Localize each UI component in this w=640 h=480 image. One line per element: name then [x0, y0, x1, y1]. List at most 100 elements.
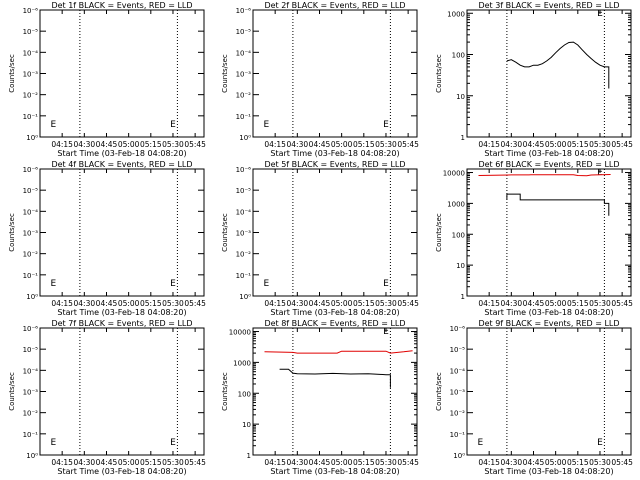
x-tick-label: 04:30 — [74, 140, 96, 149]
x-tick-label: 04:15 — [51, 458, 73, 467]
event-marker: E — [477, 438, 483, 448]
x-tick-label: 05:45 — [611, 140, 633, 149]
x-tick-label: 05:30 — [375, 140, 397, 149]
x-axis-label: Start Time (03-Feb-18 04:08:20) — [57, 149, 186, 158]
y-tick-label: 100 — [452, 52, 465, 60]
y-tick-label: 10⁻⁶ — [23, 166, 39, 174]
plot-frame — [466, 327, 632, 456]
x-tick-label: 05:00 — [331, 299, 353, 308]
y-tick-label: 10000 — [443, 170, 465, 178]
series-line — [264, 350, 413, 354]
x-tick-label: 05:45 — [397, 140, 419, 149]
y-tick-label: 10⁻⁵ — [236, 187, 252, 195]
x-axis-label: Start Time (03-Feb-18 04:08:20) — [57, 308, 186, 317]
y-tick-label: 10⁻² — [236, 92, 252, 100]
y-axis-label: Counts/sec — [8, 372, 16, 411]
y-tick-label: 10⁻⁵ — [236, 28, 252, 36]
y-tick-label: 10⁰ — [26, 452, 38, 460]
y-tick-label: 10⁻⁶ — [236, 7, 252, 15]
plot-frame — [466, 168, 632, 297]
x-tick-label: 04:30 — [287, 458, 309, 467]
x-axis-label: Start Time (03-Feb-18 04:08:20) — [270, 308, 399, 317]
x-tick-label: 04:30 — [501, 140, 523, 149]
x-tick-label: 05:30 — [162, 299, 184, 308]
x-tick-label: 05:45 — [184, 458, 206, 467]
x-tick-label: 05:30 — [375, 299, 397, 308]
x-tick-label: 05:00 — [118, 140, 140, 149]
x-tick-label: 05:30 — [162, 140, 184, 149]
chart-panel-7: Det 7f BLACK = Events, RED = LLD 04:15 04:… — [8, 319, 206, 476]
x-tick-label: 05:00 — [331, 140, 353, 149]
x-tick-label: 05:15 — [353, 140, 375, 149]
y-tick-label: 10⁻¹ — [236, 113, 252, 121]
event-marker: E — [383, 327, 389, 337]
x-axis-label: Start Time (03-Feb-18 04:08:20) — [270, 149, 399, 158]
event-marker: E — [170, 279, 176, 289]
x-tick-label: 05:00 — [545, 140, 567, 149]
event-marker: E — [263, 120, 269, 130]
y-tick-label: 10⁻⁴ — [23, 208, 39, 216]
x-tick-label: 05:30 — [589, 458, 611, 467]
x-tick-label: 05:45 — [611, 299, 633, 308]
y-tick-label: 10⁻⁵ — [450, 346, 466, 354]
y-axis-label: Counts/sec — [435, 372, 443, 411]
y-tick-label: 10⁻⁶ — [23, 7, 39, 15]
event-marker: E — [170, 438, 176, 448]
event-marker: E — [383, 279, 389, 289]
y-axis-label: Counts/sec — [221, 54, 229, 93]
event-marker: E — [50, 120, 56, 130]
x-tick-label: 04:45 — [309, 140, 331, 149]
x-axis-label: Start Time (03-Feb-18 04:08:20) — [57, 467, 186, 476]
x-tick-label: 05:30 — [375, 458, 397, 467]
y-axis-label: Counts/sec — [221, 213, 229, 252]
chart-title: Det 9f BLACK = Events, RED = LLD — [478, 319, 619, 328]
series-line — [506, 193, 610, 216]
y-tick-label: 10⁻³ — [23, 71, 39, 79]
y-axis-label: Counts/sec — [8, 213, 16, 252]
event-marker: E — [597, 168, 603, 178]
series-line — [279, 368, 391, 388]
x-tick-label: 04:30 — [287, 299, 309, 308]
y-axis-label: Counts/sec — [221, 372, 229, 411]
series-line — [506, 41, 610, 89]
x-tick-label: 04:45 — [96, 140, 118, 149]
x-tick-label: 04:15 — [51, 140, 73, 149]
chart-title: Det 3f BLACK = Events, RED = LLD — [478, 1, 619, 10]
y-tick-label: 10 — [456, 93, 465, 101]
chart-title: Det 2f BLACK = Events, RED = LLD — [264, 1, 405, 10]
x-tick-label: 05:15 — [567, 299, 589, 308]
y-tick-label: 10⁻⁶ — [450, 325, 466, 333]
chart-title: Det 6f BLACK = Events, RED = LLD — [478, 160, 619, 169]
plot-frame — [252, 327, 418, 456]
x-tick-label: 05:45 — [397, 458, 419, 467]
y-tick-label: 10⁻² — [450, 410, 466, 418]
y-axis-label: Counts/sec — [435, 54, 443, 93]
x-tick-label: 04:30 — [74, 458, 96, 467]
x-tick-label: 05:15 — [140, 299, 162, 308]
chart-title: Det 1f BLACK = Events, RED = LLD — [51, 1, 192, 10]
x-tick-label: 04:45 — [96, 299, 118, 308]
y-tick-label: 10⁻¹ — [23, 272, 39, 280]
x-tick-label: 05:00 — [545, 458, 567, 467]
x-tick-label: 05:00 — [331, 458, 353, 467]
x-tick-label: 04:45 — [523, 140, 545, 149]
plot-frame — [39, 168, 205, 297]
y-axis-label: Counts/sec — [8, 54, 16, 93]
x-tick-label: 05:45 — [184, 140, 206, 149]
x-tick-label: 05:00 — [118, 458, 140, 467]
event-marker: E — [597, 9, 603, 19]
x-tick-label: 04:30 — [287, 140, 309, 149]
x-tick-label: 04:15 — [264, 140, 286, 149]
x-tick-label: 04:30 — [501, 299, 523, 308]
y-tick-label: 10⁻² — [23, 410, 39, 418]
y-tick-label: 10⁻⁴ — [236, 208, 252, 216]
chart-title: Det 7f BLACK = Events, RED = LLD — [51, 319, 192, 328]
y-tick-label: 10⁻⁴ — [450, 367, 466, 375]
y-tick-label: 10⁻⁶ — [23, 325, 39, 333]
x-tick-label: 05:30 — [162, 458, 184, 467]
x-tick-label: 05:15 — [567, 140, 589, 149]
